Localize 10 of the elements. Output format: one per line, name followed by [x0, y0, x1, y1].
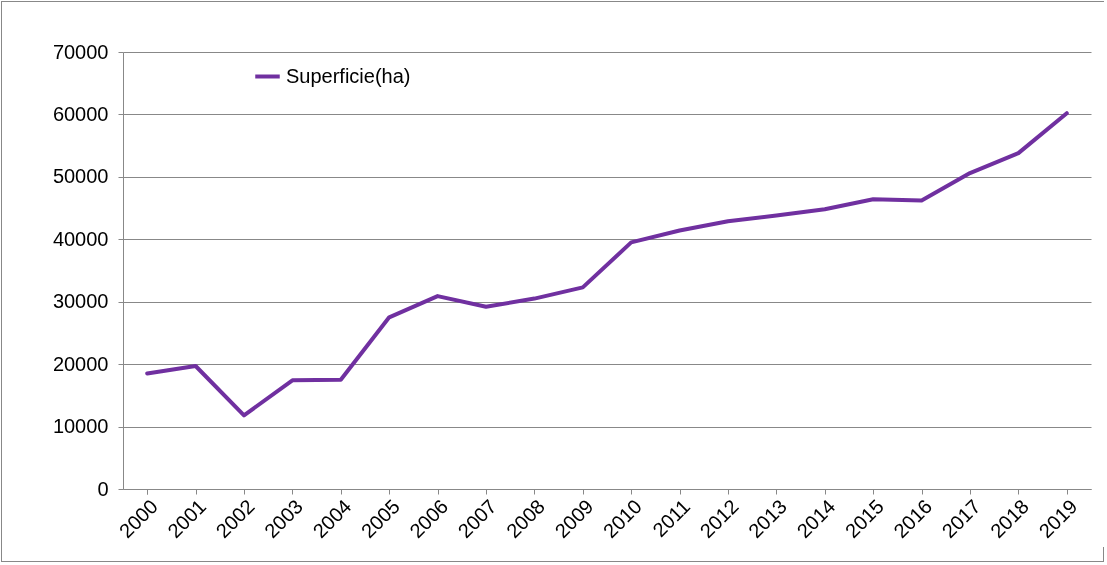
legend-label: Superficie(ha): [286, 64, 411, 87]
y-tick-label: 40000: [52, 227, 109, 250]
y-tick-label: 0: [97, 477, 109, 500]
y-tick-label: 60000: [52, 102, 109, 125]
line-series: [145, 111, 1069, 418]
y-tick-label: 10000: [52, 415, 109, 438]
y-tick-label: 70000: [52, 40, 109, 63]
y-tick-label: 50000: [52, 165, 109, 188]
y-tick-label: 30000: [52, 290, 109, 313]
y-tick-label: 20000: [52, 352, 109, 375]
